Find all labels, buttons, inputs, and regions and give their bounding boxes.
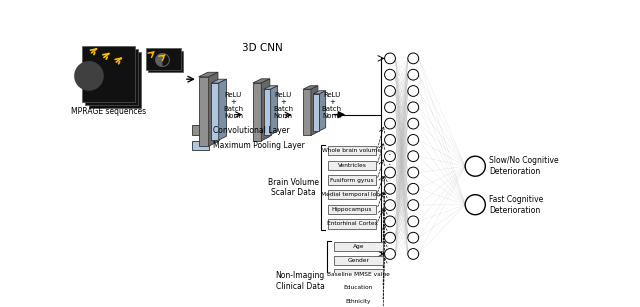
Circle shape bbox=[385, 69, 396, 80]
Polygon shape bbox=[313, 91, 326, 94]
Text: Ethnicity: Ethnicity bbox=[346, 299, 371, 304]
Circle shape bbox=[408, 232, 419, 243]
Text: Hippocampus: Hippocampus bbox=[332, 207, 372, 212]
Circle shape bbox=[385, 216, 396, 227]
FancyBboxPatch shape bbox=[328, 205, 376, 214]
Circle shape bbox=[385, 232, 396, 243]
Circle shape bbox=[385, 102, 396, 113]
Polygon shape bbox=[313, 94, 319, 131]
Text: Convolutional Layer: Convolutional Layer bbox=[212, 126, 289, 134]
FancyBboxPatch shape bbox=[148, 51, 183, 72]
Polygon shape bbox=[219, 79, 227, 140]
Circle shape bbox=[465, 195, 485, 215]
Polygon shape bbox=[271, 86, 278, 135]
FancyBboxPatch shape bbox=[85, 49, 138, 105]
Text: 3D CNN: 3D CNN bbox=[242, 43, 282, 53]
FancyBboxPatch shape bbox=[328, 219, 376, 229]
Polygon shape bbox=[211, 79, 227, 83]
FancyBboxPatch shape bbox=[88, 52, 141, 108]
FancyBboxPatch shape bbox=[328, 190, 376, 199]
FancyBboxPatch shape bbox=[334, 255, 383, 265]
Circle shape bbox=[385, 86, 396, 96]
Circle shape bbox=[385, 183, 396, 194]
Text: Entorhinal Cortex: Entorhinal Cortex bbox=[326, 221, 378, 227]
Text: Slow/No Cognitive
Deterioration: Slow/No Cognitive Deterioration bbox=[489, 156, 559, 176]
FancyBboxPatch shape bbox=[146, 49, 180, 70]
FancyBboxPatch shape bbox=[328, 146, 376, 155]
Polygon shape bbox=[211, 83, 219, 140]
Polygon shape bbox=[303, 86, 318, 89]
Polygon shape bbox=[264, 86, 278, 89]
FancyBboxPatch shape bbox=[193, 125, 209, 135]
Polygon shape bbox=[253, 83, 261, 141]
Text: Ventricles: Ventricles bbox=[337, 163, 367, 168]
Text: Baseline MMSE value: Baseline MMSE value bbox=[327, 271, 390, 277]
FancyBboxPatch shape bbox=[334, 242, 383, 251]
Polygon shape bbox=[198, 77, 209, 146]
Polygon shape bbox=[303, 89, 311, 135]
Circle shape bbox=[385, 151, 396, 161]
Circle shape bbox=[408, 69, 419, 80]
Circle shape bbox=[408, 183, 419, 194]
Polygon shape bbox=[311, 86, 318, 135]
Circle shape bbox=[385, 118, 396, 129]
Text: Fusiform gyrus: Fusiform gyrus bbox=[330, 177, 374, 183]
Text: Brain Volume
Scalar Data: Brain Volume Scalar Data bbox=[268, 178, 319, 197]
FancyBboxPatch shape bbox=[328, 175, 376, 185]
Text: Fast Cognitive
Deterioration: Fast Cognitive Deterioration bbox=[489, 195, 543, 215]
Circle shape bbox=[465, 156, 485, 176]
Circle shape bbox=[385, 134, 396, 145]
Text: Maximum Pooling Layer: Maximum Pooling Layer bbox=[212, 141, 304, 150]
FancyBboxPatch shape bbox=[193, 141, 209, 150]
FancyBboxPatch shape bbox=[328, 161, 376, 170]
FancyBboxPatch shape bbox=[83, 46, 135, 102]
Polygon shape bbox=[319, 91, 326, 131]
FancyBboxPatch shape bbox=[334, 297, 383, 306]
Circle shape bbox=[408, 167, 419, 178]
Circle shape bbox=[408, 151, 419, 161]
Text: MPRAGE sequences: MPRAGE sequences bbox=[71, 107, 146, 116]
Text: ReLU
+
Batch
Norm: ReLU + Batch Norm bbox=[322, 92, 342, 119]
Text: Whole brain volume: Whole brain volume bbox=[323, 148, 381, 153]
Polygon shape bbox=[198, 72, 218, 77]
Text: Non-Imaging
Clinical Data: Non-Imaging Clinical Data bbox=[276, 271, 325, 291]
Text: Medial temporal lobe: Medial temporal lobe bbox=[321, 192, 383, 197]
Circle shape bbox=[408, 118, 419, 129]
Text: ReLU
+
Batch
Norm: ReLU + Batch Norm bbox=[273, 92, 293, 119]
Circle shape bbox=[408, 102, 419, 113]
FancyBboxPatch shape bbox=[334, 283, 383, 293]
Circle shape bbox=[408, 134, 419, 145]
Text: ·
·
·: · · · bbox=[388, 141, 392, 170]
Circle shape bbox=[408, 200, 419, 211]
Circle shape bbox=[385, 53, 396, 64]
Circle shape bbox=[408, 53, 419, 64]
Text: Gender: Gender bbox=[348, 258, 369, 263]
Circle shape bbox=[385, 167, 396, 178]
Circle shape bbox=[385, 200, 396, 211]
Polygon shape bbox=[264, 89, 271, 135]
Text: ReLU
+
Batch
Norm: ReLU + Batch Norm bbox=[223, 92, 243, 119]
Text: Age: Age bbox=[353, 244, 364, 249]
Circle shape bbox=[408, 216, 419, 227]
Circle shape bbox=[408, 249, 419, 259]
Polygon shape bbox=[261, 79, 270, 141]
Circle shape bbox=[408, 86, 419, 96]
Text: Education: Education bbox=[344, 286, 373, 290]
Text: ●: ● bbox=[72, 55, 106, 93]
Text: ◐: ◐ bbox=[154, 50, 172, 69]
Circle shape bbox=[385, 249, 396, 259]
Polygon shape bbox=[253, 79, 270, 83]
FancyBboxPatch shape bbox=[334, 269, 383, 279]
Polygon shape bbox=[209, 72, 218, 146]
